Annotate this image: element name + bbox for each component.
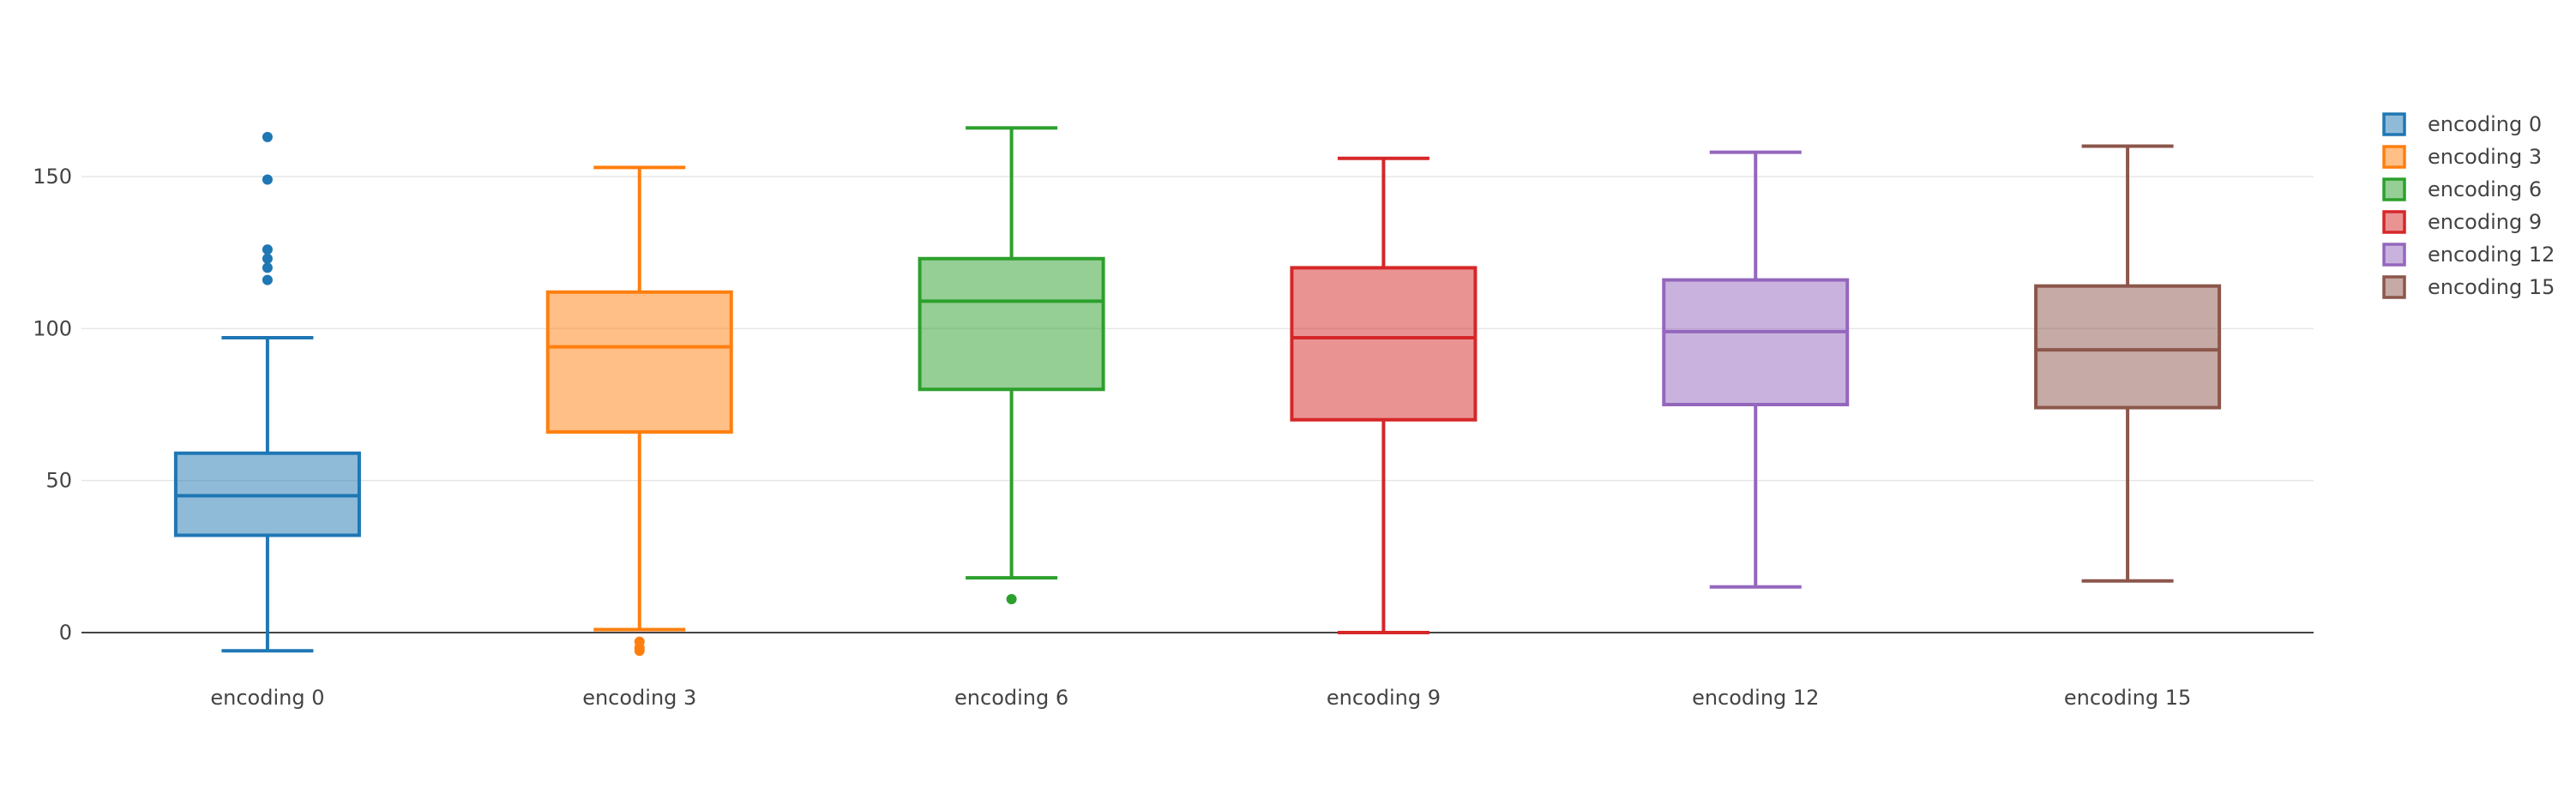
x-tick-label: encoding 15	[2064, 686, 2191, 710]
outlier-point	[262, 131, 273, 142]
legend-item[interactable]: encoding 15	[2382, 275, 2555, 299]
grid-lines	[81, 176, 2314, 633]
legend-label: encoding 6	[2428, 177, 2542, 201]
legend[interactable]: encoding 0 encoding 3 encoding 6 encoding 9…	[2382, 112, 2555, 299]
legend-label: encoding 3	[2428, 145, 2542, 169]
outlier-point	[634, 636, 645, 647]
legend-swatch	[2382, 275, 2406, 299]
iqr-box	[918, 256, 1105, 392]
outlier-point	[262, 253, 273, 264]
legend-swatch	[2382, 210, 2406, 234]
box-encoding-9	[1290, 156, 1478, 634]
legend-swatch	[2382, 112, 2406, 136]
outlier-point	[262, 262, 273, 273]
outlier-point	[262, 274, 273, 285]
iqr-box	[2034, 284, 2222, 410]
x-tick-label: encoding 6	[954, 686, 1068, 710]
outlier-point	[262, 174, 273, 185]
y-tick-label: 100	[33, 316, 72, 340]
x-axis-ticks: encoding 0 encoding 3 encoding 6 encoding 9…	[210, 686, 2191, 710]
boxes	[173, 126, 2222, 657]
y-axis-ticks: 0 50 100 150	[33, 165, 72, 645]
x-tick-label: encoding 0	[210, 686, 324, 710]
y-tick-label: 0	[59, 621, 72, 645]
iqr-box	[1662, 278, 1850, 406]
box-encoding-6	[918, 126, 1105, 604]
y-tick-label: 150	[33, 165, 72, 189]
legend-label: encoding 9	[2428, 210, 2542, 234]
x-tick-label: encoding 12	[1692, 686, 1819, 710]
box-encoding-3	[545, 165, 733, 657]
x-tick-label: encoding 3	[582, 686, 696, 710]
legend-item[interactable]: encoding 12	[2382, 243, 2555, 267]
y-tick-label: 50	[45, 469, 72, 493]
iqr-box	[1290, 266, 1478, 422]
iqr-box	[545, 290, 733, 434]
legend-swatch	[2382, 145, 2406, 169]
outlier-point	[262, 244, 273, 255]
outlier-point	[634, 645, 645, 657]
box-encoding-0	[173, 131, 361, 653]
legend-swatch	[2382, 243, 2406, 267]
legend-item[interactable]: encoding 6	[2382, 177, 2542, 201]
outlier-point	[1006, 593, 1017, 604]
legend-item[interactable]: encoding 3	[2382, 145, 2542, 169]
legend-item[interactable]: encoding 9	[2382, 210, 2542, 234]
legend-item[interactable]: encoding 0	[2382, 112, 2542, 136]
legend-label: encoding 12	[2428, 243, 2555, 267]
legend-label: encoding 0	[2428, 112, 2542, 136]
box-encoding-15	[2034, 144, 2222, 583]
x-tick-label: encoding 9	[1327, 686, 1441, 710]
legend-label: encoding 15	[2428, 275, 2555, 299]
legend-swatch	[2382, 177, 2406, 201]
box-encoding-12	[1662, 150, 1850, 589]
